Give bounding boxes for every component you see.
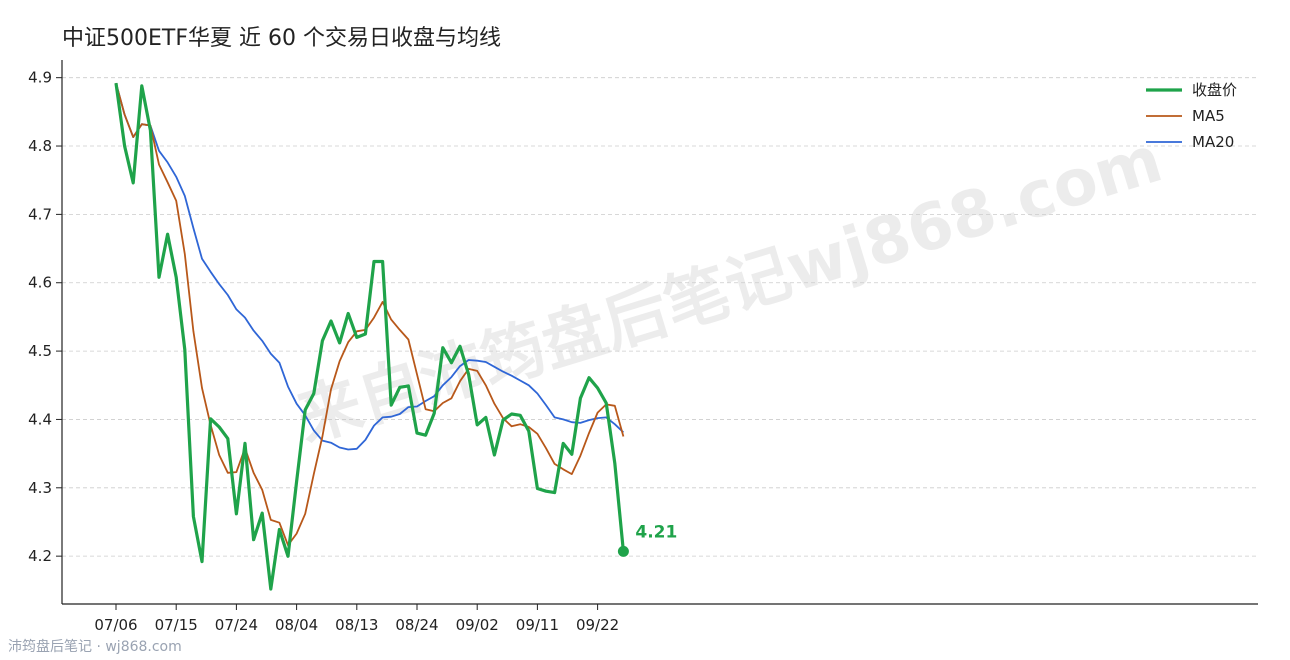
y-tick-label: 4.4: [28, 410, 52, 428]
series-line-ma20: [115, 82, 625, 451]
last-close-point: [617, 545, 629, 557]
legend-label: MA20: [1192, 133, 1234, 151]
y-tick-label: 4.7: [28, 205, 52, 223]
series-lines: 4.21: [114, 82, 677, 591]
x-tick-label: 08/13: [335, 616, 378, 634]
x-tick-label: 09/11: [516, 616, 559, 634]
x-tick-label: 07/15: [155, 616, 198, 634]
legend-label: 收盘价: [1192, 81, 1237, 99]
axes: 4.2 4.3 4.4 4.5 4.6 4.7 4.8 4.9 07/06 07/15 07/24 0…: [28, 60, 1258, 634]
y-tick-label: 4.5: [28, 342, 52, 360]
y-tick-label: 4.6: [28, 274, 52, 292]
x-tick-label: 08/04: [275, 616, 318, 634]
legend-label: MA5: [1192, 107, 1225, 125]
series-line-close: [114, 82, 625, 591]
y-tick-label: 4.8: [28, 137, 52, 155]
x-tick-label: 07/24: [215, 616, 258, 634]
y-tick-label: 4.9: [28, 69, 52, 87]
x-tick-label: 07/06: [94, 616, 137, 634]
footer-credit: 沛筠盘后笔记 · wj868.com: [8, 639, 182, 655]
watermark-text: 来自沛筠盘后笔记wj868.com: [289, 123, 1171, 457]
x-tick-label: 09/02: [456, 616, 499, 634]
x-tick-label: 09/22: [576, 616, 619, 634]
legend: 收盘价 MA5 MA20: [1146, 81, 1237, 151]
x-tick-label: 08/24: [395, 616, 438, 634]
last-close-label: 4.21: [635, 522, 677, 542]
y-tick-label: 4.2: [28, 547, 52, 565]
series-line-ma5: [115, 82, 625, 547]
y-tick-label: 4.3: [28, 479, 52, 497]
chart-title: 中证500ETF华夏 近 60 个交易日收盘与均线: [62, 26, 501, 51]
